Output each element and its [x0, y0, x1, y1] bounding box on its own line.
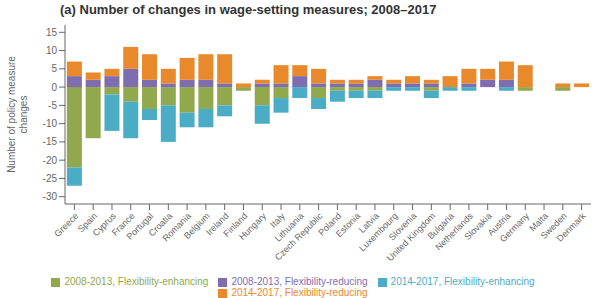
svg-text:Hungary: Hungary: [237, 211, 268, 242]
svg-text:Italy: Italy: [268, 210, 287, 230]
html-text:2008-2013, Flexibility-reducin: 2008-2013, Flexibility-reducing: [231, 276, 368, 287]
svg-text:Slovenia: Slovenia: [387, 210, 419, 243]
svg-text:Belgium: Belgium: [181, 210, 212, 241]
svg-text:0: 0: [51, 82, 57, 93]
svg-text:Portugal: Portugal: [124, 210, 156, 242]
html-text:2014-2017, Flexibility-reducin: 2014-2017, Flexibility-reducing: [231, 287, 368, 298]
svg-text:Cyprus: Cyprus: [90, 210, 118, 239]
svg-text:Czech Republic: Czech Republic: [273, 211, 325, 263]
svg-text:Austria: Austria: [485, 210, 513, 238]
svg-text:-30: -30: [43, 191, 58, 202]
svg-text:10: 10: [46, 45, 58, 56]
svg-text:Spain: Spain: [75, 210, 100, 235]
svg-text:-10: -10: [43, 118, 58, 129]
svg-text:Greece: Greece: [52, 211, 80, 239]
svg-text:Denmark: Denmark: [555, 211, 588, 244]
svg-text:United Kingdom: United Kingdom: [384, 210, 438, 264]
svg-text:Latvia: Latvia: [356, 210, 381, 235]
svg-text:Ireland: Ireland: [204, 210, 231, 238]
svg-text:-20: -20: [43, 155, 58, 166]
html-text:2008-2013, Flexibility-enhanci: 2008-2013, Flexibility-enhancing: [64, 276, 209, 287]
html-text:(a) Number of changes in wage-: (a) Number of changes in wage-setting me…: [60, 2, 437, 17]
svg-text:Bulgaria: Bulgaria: [425, 210, 456, 242]
svg-text:Malta: Malta: [527, 210, 550, 234]
svg-text:Sweden: Sweden: [538, 210, 569, 241]
html-text:2014-2017, Flexibility-enhanci: 2014-2017, Flexibility-enhancing: [390, 276, 535, 287]
svg-text:5: 5: [51, 63, 57, 74]
svg-text:Poland: Poland: [316, 210, 344, 238]
svg-text:Finland: Finland: [221, 210, 250, 239]
svg-text:-5: -5: [48, 100, 57, 111]
svg-text:Germany: Germany: [498, 211, 532, 245]
svg-text:Netherlands: Netherlands: [433, 210, 475, 253]
svg-text:Croatia: Croatia: [146, 210, 175, 239]
svg-text:Lithuania: Lithuania: [272, 210, 306, 244]
svg-text:Romania: Romania: [160, 210, 193, 244]
svg-text:Slovakia: Slovakia: [462, 210, 494, 242]
svg-text:-15: -15: [43, 136, 58, 147]
svg-text:Number of policy measurechange: Number of policy measurechanges: [8, 56, 29, 173]
svg-text:-25: -25: [43, 173, 58, 184]
svg-text:15: 15: [46, 27, 58, 38]
svg-text:Estonia: Estonia: [334, 211, 362, 239]
svg-text:Luxembourg: Luxembourg: [357, 210, 400, 254]
svg-text:France: France: [109, 210, 137, 238]
